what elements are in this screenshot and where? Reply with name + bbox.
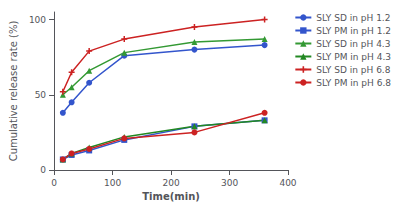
- svg-text:0: 0: [40, 165, 46, 175]
- svg-text:100: 100: [104, 178, 121, 188]
- svg-text:300: 300: [221, 178, 238, 188]
- svg-text:0: 0: [51, 178, 57, 188]
- svg-text:Cumulative release rate (%): Cumulative release rate (%): [8, 21, 19, 162]
- svg-text:50: 50: [35, 90, 47, 100]
- svg-text:200: 200: [162, 178, 179, 188]
- svg-text:SLY SD in pH 4.3: SLY SD in pH 4.3: [316, 39, 390, 49]
- svg-text:SLY SD in pH 6.8: SLY SD in pH 6.8: [316, 65, 390, 75]
- svg-text:SLY PM in pH 1.2: SLY PM in pH 1.2: [316, 26, 391, 36]
- svg-text:Time(min): Time(min): [142, 191, 200, 202]
- svg-text:100: 100: [29, 15, 46, 25]
- svg-text:SLY SD in pH 1.2: SLY SD in pH 1.2: [316, 13, 390, 23]
- svg-text:400: 400: [279, 178, 296, 188]
- svg-text:SLY PM in pH 4.3: SLY PM in pH 4.3: [316, 52, 391, 62]
- svg-text:SLY PM in pH 6.8: SLY PM in pH 6.8: [316, 78, 391, 88]
